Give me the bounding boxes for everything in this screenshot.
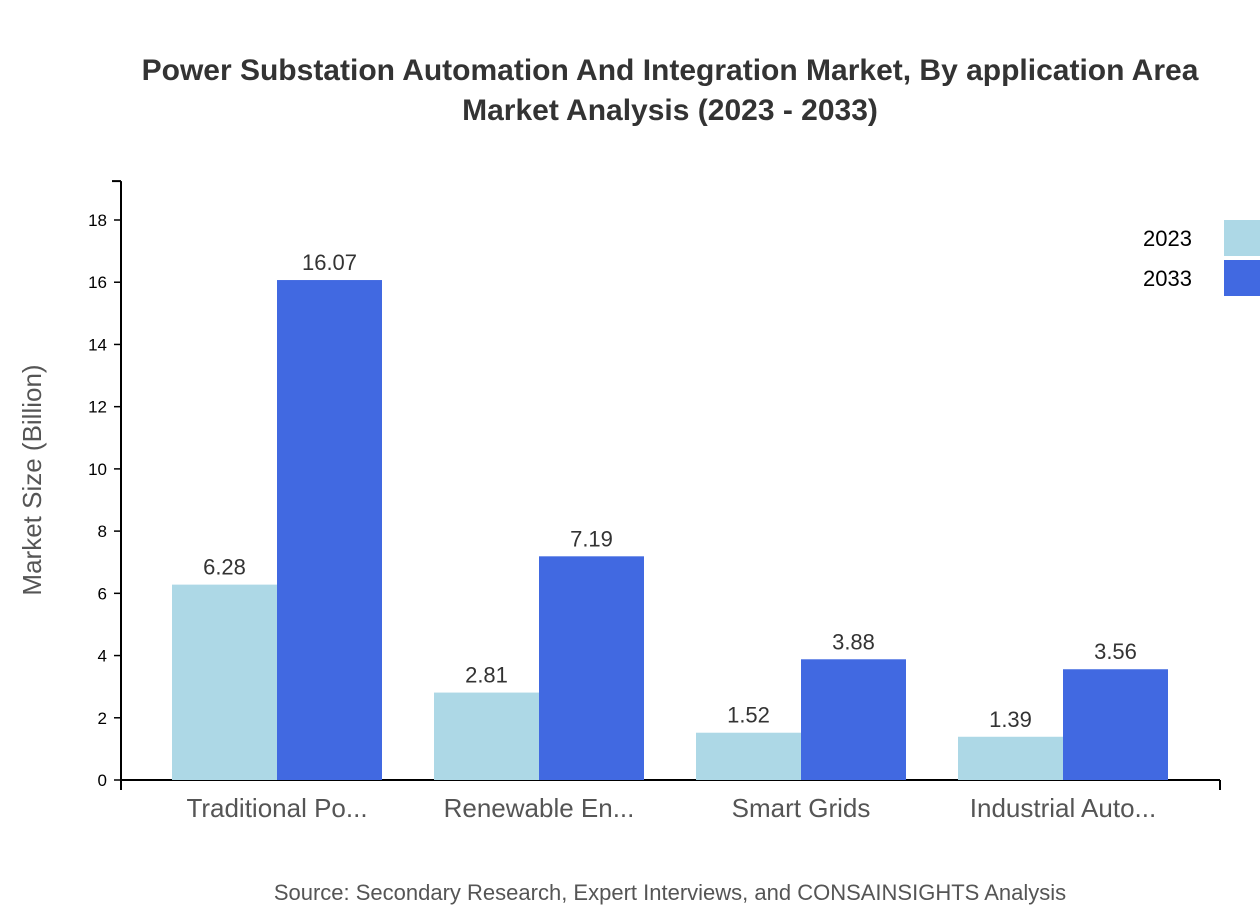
bar-2033 bbox=[277, 280, 382, 780]
x-tick-label: Smart Grids bbox=[732, 793, 871, 823]
y-tick-label: 4 bbox=[98, 647, 107, 666]
plot-area: 0 2 4 6 8 10 12 14 16 18 Traditional Po... 6.28 16.0… bbox=[88, 180, 1260, 823]
data-label: 16.07 bbox=[302, 250, 357, 275]
y-tick-label: 12 bbox=[88, 398, 107, 417]
chart-title-line-2: Market Analysis (2023 - 2033) bbox=[462, 94, 878, 127]
bar-2033 bbox=[539, 556, 644, 780]
legend-swatch bbox=[1224, 220, 1260, 256]
y-tick-label: 14 bbox=[88, 335, 107, 354]
data-label: 1.39 bbox=[989, 707, 1032, 732]
x-tick-label: Traditional Po... bbox=[186, 793, 367, 823]
y-axis-label: Market Size (Billion) bbox=[17, 364, 47, 595]
legend-label: 2023 bbox=[1143, 226, 1192, 251]
y-tick-label: 8 bbox=[98, 522, 107, 541]
data-label: 7.19 bbox=[570, 526, 613, 551]
legend-label: 2033 bbox=[1143, 266, 1192, 291]
y-tick-label: 2 bbox=[98, 709, 107, 728]
bar-2033 bbox=[801, 659, 906, 780]
y-tick-label: 18 bbox=[88, 211, 107, 230]
data-label: 6.28 bbox=[203, 555, 246, 580]
y-tick-label: 16 bbox=[88, 273, 107, 292]
chart-title-line-1: Power Substation Automation And Integrat… bbox=[142, 54, 1199, 87]
data-label: 2.81 bbox=[465, 663, 508, 688]
data-label: 3.88 bbox=[832, 629, 875, 654]
x-tick-label: Renewable En... bbox=[444, 793, 635, 823]
bar-2023 bbox=[434, 692, 539, 780]
bar-2023 bbox=[696, 732, 801, 780]
bar-2033 bbox=[1063, 669, 1168, 780]
y-tick-label: 0 bbox=[98, 771, 107, 790]
x-tick-label: Industrial Auto... bbox=[970, 793, 1156, 823]
bar-2023 bbox=[958, 736, 1063, 780]
legend-swatch bbox=[1224, 260, 1260, 296]
source-note: Source: Secondary Research, Expert Inter… bbox=[274, 880, 1066, 905]
y-tick-label: 10 bbox=[88, 460, 107, 479]
data-label: 3.56 bbox=[1094, 639, 1137, 664]
data-label: 1.52 bbox=[727, 703, 770, 728]
y-tick-label: 6 bbox=[98, 584, 107, 603]
bar-2023 bbox=[172, 584, 277, 780]
